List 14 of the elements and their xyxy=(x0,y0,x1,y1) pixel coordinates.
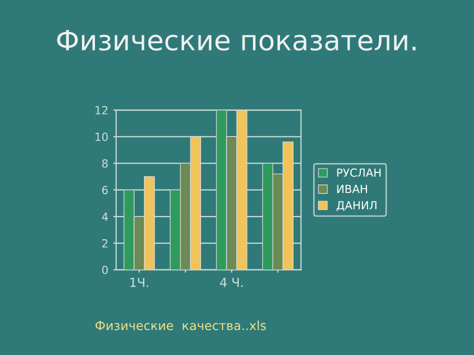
y-tick-label: 12 xyxy=(96,106,108,114)
legend-label: РУСЛАН xyxy=(337,168,381,177)
y-tick-label: 0 xyxy=(102,266,108,274)
text: Физические качества..xls xyxy=(96,320,266,330)
legend-label: ИВАН xyxy=(337,184,367,193)
chart-title: Физические показатели. xyxy=(57,30,416,51)
y-tick-label: 10 xyxy=(96,132,108,142)
y-tick-label: 8 xyxy=(102,159,108,168)
y-tick-label: 6 xyxy=(102,186,108,194)
legend-label: ДАНИЛ xyxy=(336,201,376,212)
y-tick-label: 2 xyxy=(102,239,108,248)
x-tick-label: 4 Ч. xyxy=(220,278,243,287)
y-tick-label: 4 xyxy=(102,212,108,221)
x-tick-label: 1Ч. xyxy=(130,278,148,287)
